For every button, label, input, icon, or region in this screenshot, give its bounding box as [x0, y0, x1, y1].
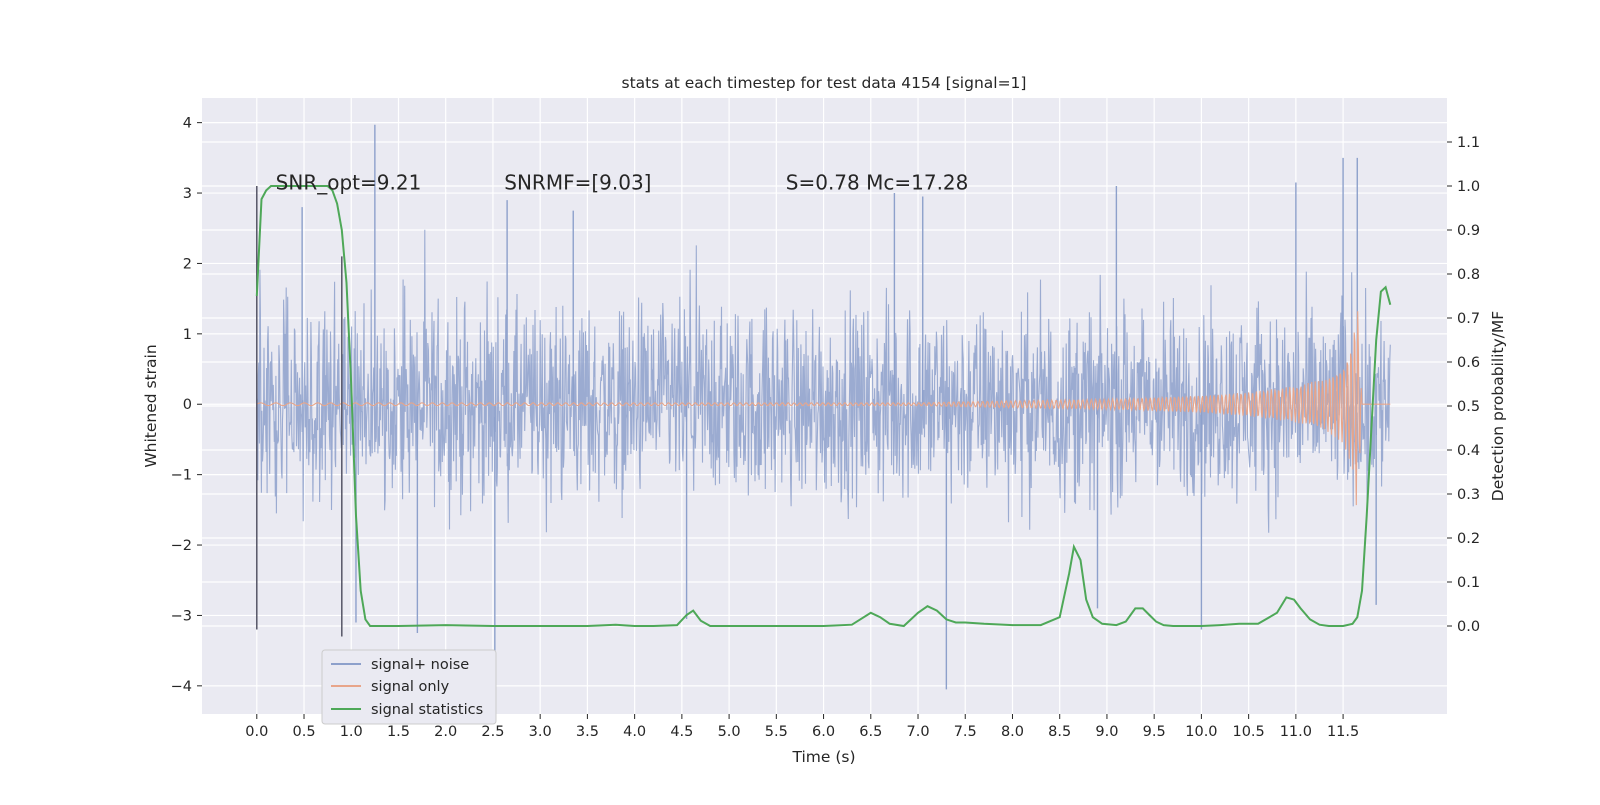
x-tick-label-0: 0.0 — [245, 724, 268, 740]
x-tick-label-4: 2.0 — [434, 724, 457, 740]
y-left-tick-label-7: −3 — [171, 608, 192, 624]
y-left-tick-label-6: −2 — [171, 538, 192, 554]
x-tick-label-3: 1.5 — [387, 724, 410, 740]
y-left-tick-label-4: 0 — [183, 397, 192, 413]
y-left-tick-label-5: −1 — [171, 468, 192, 484]
x-tick-label-7: 3.5 — [576, 724, 599, 740]
y-left-tick-label-2: 2 — [183, 256, 192, 272]
y-right-tick-label-2: 0.9 — [1457, 223, 1480, 239]
annotation-snr-opt: SNR_opt=9.21 — [276, 171, 422, 195]
x-tick-label-14: 7.0 — [906, 724, 929, 740]
x-tick-label-18: 9.0 — [1095, 724, 1118, 740]
y-right-tick-label-3: 0.8 — [1457, 267, 1480, 283]
x-tick-label-8: 4.0 — [623, 724, 646, 740]
x-tick-label-15: 7.5 — [954, 724, 977, 740]
x-tick-label-13: 6.5 — [859, 724, 882, 740]
chart-title: stats at each timestep for test data 415… — [622, 74, 1027, 92]
legend-frame — [321, 649, 497, 725]
y-right-tick-label-4: 0.7 — [1457, 311, 1480, 327]
y-right-tick-label-7: 0.4 — [1457, 443, 1480, 459]
y-left-tick-label-8: −4 — [171, 679, 192, 695]
x-tick-label-22: 11.0 — [1280, 724, 1312, 740]
x-tick-label-23: 11.5 — [1327, 724, 1359, 740]
x-tick-label-5: 2.5 — [481, 724, 504, 740]
x-tick-label-1: 0.5 — [292, 724, 315, 740]
legend: signal+ noise signal only signal statist… — [321, 649, 497, 725]
y-right-tick-label-10: 0.1 — [1457, 575, 1480, 591]
y-right-tick-label-6: 0.5 — [1457, 399, 1480, 415]
x-tick-label-11: 5.5 — [765, 724, 788, 740]
x-tick-label-21: 10.5 — [1232, 724, 1264, 740]
y-right-tick-label-5: 0.6 — [1457, 355, 1480, 371]
y-left-tick-label-0: 4 — [183, 116, 192, 132]
legend-label-signal-statistics: signal statistics — [371, 702, 483, 718]
legend-label-signal-only: signal only — [371, 679, 450, 695]
series-signal-only — [256, 311, 1391, 506]
x-tick-label-6: 3.0 — [529, 724, 552, 740]
annotation-s-mc: S=0.78 Mc=17.28 — [786, 171, 969, 195]
y-left-tick-label-1: 3 — [183, 186, 192, 202]
annotations: SNR_opt=9.21 SNRMF=[9.03] S=0.78 Mc=17.28 — [276, 171, 969, 195]
y-axis-label-left: Whitened strain — [142, 344, 160, 467]
y-right-tick-label-11: 0.0 — [1457, 619, 1480, 635]
y-left-tick-label-3: 1 — [183, 327, 192, 343]
series-signal-statistics — [255, 185, 1392, 628]
legend-label-signal-noise: signal+ noise — [371, 657, 469, 673]
x-tick-label-2: 1.0 — [340, 724, 363, 740]
x-tick-label-20: 10.0 — [1185, 724, 1217, 740]
annotation-snr-mf: SNRMF=[9.03] — [504, 171, 651, 195]
x-tick-label-9: 4.5 — [670, 724, 693, 740]
y-right-tick-label-1: 1.0 — [1457, 179, 1480, 195]
y-right-tick-label-9: 0.2 — [1457, 531, 1480, 547]
x-tick-label-19: 9.5 — [1143, 724, 1166, 740]
y-right-tick-label-8: 0.3 — [1457, 487, 1480, 503]
axis-ticks: 0.0 0.5 1.0 1.5 2.0 2.5 3.0 3.5 4.0 4.5 5.0 5.5 6.0 6… — [171, 116, 1480, 740]
x-axis-label: Time (s) — [791, 748, 855, 766]
x-tick-label-10: 5.0 — [718, 724, 741, 740]
y-axis-label-right: Detection probability/MF — [1489, 311, 1507, 502]
x-tick-label-17: 8.5 — [1048, 724, 1071, 740]
y-right-tick-label-0: 1.1 — [1457, 135, 1480, 151]
signal-statistics-trace — [255, 185, 1392, 628]
signal-only-trace — [256, 311, 1391, 506]
vertical-markers — [256, 186, 343, 637]
x-tick-label-16: 8.0 — [1001, 724, 1024, 740]
x-tick-label-12: 6.0 — [812, 724, 835, 740]
